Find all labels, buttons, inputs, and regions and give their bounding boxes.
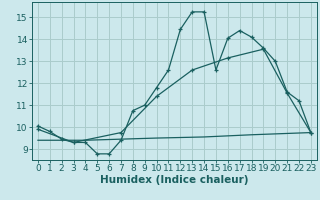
- X-axis label: Humidex (Indice chaleur): Humidex (Indice chaleur): [100, 175, 249, 185]
